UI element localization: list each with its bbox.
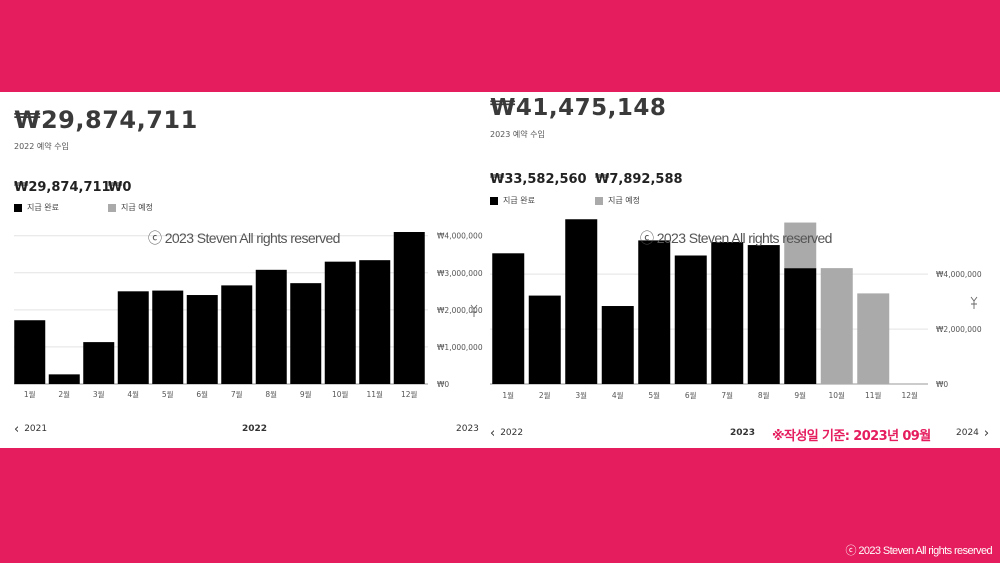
left-pending-amount: ₩0 xyxy=(108,180,132,195)
legend-swatch-pending xyxy=(595,196,603,205)
y-tick-label: ₩4,000,000 xyxy=(936,270,982,279)
y-tick-label: ₩1,000,000 xyxy=(437,343,483,352)
chevron-left-icon: ‹ xyxy=(490,425,496,441)
x-tick-label: 7월 xyxy=(721,390,733,400)
legend-label: 지급 예정 xyxy=(121,203,153,212)
bar-paid[interactable] xyxy=(528,295,561,384)
currency-unit-icon xyxy=(470,304,478,317)
bar-paid[interactable] xyxy=(638,240,671,384)
x-tick-label: 1월 xyxy=(502,390,514,400)
chevron-left-icon: ‹ xyxy=(14,421,20,437)
x-tick-label: 3월 xyxy=(93,389,105,399)
y-tick-label: ₩2,000,000 xyxy=(437,306,483,315)
x-tick-label: 12월 xyxy=(902,390,919,400)
left-next-year-link[interactable]: 2023 xyxy=(456,424,479,434)
x-tick-label: 5월 xyxy=(162,389,174,399)
x-tick-label: 10월 xyxy=(332,389,349,399)
currency-unit-icon xyxy=(970,296,978,309)
left-total-amount: ₩29,874,711 xyxy=(14,106,198,134)
x-tick-label: 8월 xyxy=(758,390,770,400)
x-tick-label: 4월 xyxy=(612,390,624,400)
bar-paid[interactable] xyxy=(784,268,817,384)
bar-paid[interactable] xyxy=(290,283,322,384)
legend-label: 지급 완료 xyxy=(27,203,59,212)
right-paid-amount: ₩33,582,560 xyxy=(490,172,587,187)
x-tick-label: 2월 xyxy=(539,390,551,400)
y-tick-label: ₩4,000,000 xyxy=(437,232,483,241)
legend-swatch-paid xyxy=(14,203,22,212)
legend-label: 지급 완료 xyxy=(503,196,535,205)
left-legend-pending: 지급 예정 xyxy=(108,202,153,213)
x-tick-label: 11월 xyxy=(367,389,384,399)
next-year-label: 2023 xyxy=(456,424,479,434)
bar-paid[interactable] xyxy=(186,295,218,384)
x-tick-label: 4월 xyxy=(127,389,139,399)
bar-paid[interactable] xyxy=(14,320,46,384)
y-tick-label: ₩2,000,000 xyxy=(936,325,982,334)
footer-copyright: ⓒ 2023 Steven All rights reserved xyxy=(845,545,992,557)
bar-paid[interactable] xyxy=(747,245,780,384)
x-tick-label: 9월 xyxy=(794,390,806,400)
x-tick-label: 6월 xyxy=(196,389,208,399)
left-paid-amount: ₩29,874,711 xyxy=(14,180,111,195)
prev-year-label: 2022 xyxy=(500,428,524,438)
x-tick-label: 9월 xyxy=(300,389,312,399)
bar-pending[interactable] xyxy=(857,293,890,384)
x-tick-label: 5월 xyxy=(648,390,660,400)
prev-year-label: 2021 xyxy=(24,424,48,434)
legend-swatch-pending xyxy=(108,203,116,212)
right-total-amount: ₩41,475,148 xyxy=(490,95,667,121)
bar-paid[interactable] xyxy=(117,291,149,384)
left-total-label: 2022 예약 수입 xyxy=(14,142,69,151)
right-watermark: ⓒ 2023 Steven All rights reserved xyxy=(640,230,832,246)
bar-pending[interactable] xyxy=(784,222,817,269)
legend-label: 지급 예정 xyxy=(608,196,640,205)
x-tick-label: 1월 xyxy=(24,389,36,399)
left-prev-year-link[interactable]: ‹ 2021 xyxy=(14,421,48,437)
chevron-right-icon: › xyxy=(983,425,990,441)
bar-paid[interactable] xyxy=(221,285,253,384)
left-current-year: 2022 xyxy=(242,424,268,434)
bar-paid[interactable] xyxy=(83,342,115,384)
next-year-label: 2024 xyxy=(956,428,979,438)
x-tick-label: 2월 xyxy=(58,389,70,399)
right-pending-amount: ₩7,892,588 xyxy=(595,172,683,187)
right-legend-pending: 지급 예정 xyxy=(595,195,640,206)
bar-paid[interactable] xyxy=(48,374,80,384)
y-tick-label: ₩3,000,000 xyxy=(437,269,483,278)
bar-paid[interactable] xyxy=(674,255,707,384)
right-next-year-link[interactable]: 2024 › xyxy=(956,425,990,441)
left-watermark: ⓒ 2023 Steven All rights reserved xyxy=(148,230,340,246)
x-tick-label: 11월 xyxy=(865,390,882,400)
x-tick-label: 10월 xyxy=(829,390,846,400)
bar-paid[interactable] xyxy=(492,253,525,384)
left-legend-paid: 지급 완료 xyxy=(14,202,59,213)
x-tick-label: 6월 xyxy=(685,390,697,400)
bar-paid[interactable] xyxy=(565,219,598,384)
x-tick-label: 12월 xyxy=(401,389,418,399)
right-total-label: 2023 예약 수입 xyxy=(490,130,545,139)
bar-paid[interactable] xyxy=(152,290,184,384)
x-tick-label: 8월 xyxy=(265,389,277,399)
y-tick-label: ₩0 xyxy=(437,380,449,389)
right-legend-paid: 지급 완료 xyxy=(490,195,535,206)
x-tick-label: 3월 xyxy=(575,390,587,400)
bar-pending[interactable] xyxy=(820,268,853,384)
bar-paid[interactable] xyxy=(601,306,634,384)
bar-paid[interactable] xyxy=(359,260,391,384)
bar-paid[interactable] xyxy=(255,269,287,384)
bar-paid[interactable] xyxy=(711,242,744,384)
bar-paid[interactable] xyxy=(324,261,356,384)
x-tick-label: 7월 xyxy=(231,389,243,399)
bar-paid[interactable] xyxy=(393,232,425,384)
written-date-note: ※작성일 기준: 2023년 09월 xyxy=(772,429,931,444)
right-prev-year-link[interactable]: ‹ 2022 xyxy=(490,425,524,441)
legend-swatch-paid xyxy=(490,196,498,205)
right-current-year: 2023 xyxy=(730,428,756,438)
y-tick-label: ₩0 xyxy=(936,380,948,389)
